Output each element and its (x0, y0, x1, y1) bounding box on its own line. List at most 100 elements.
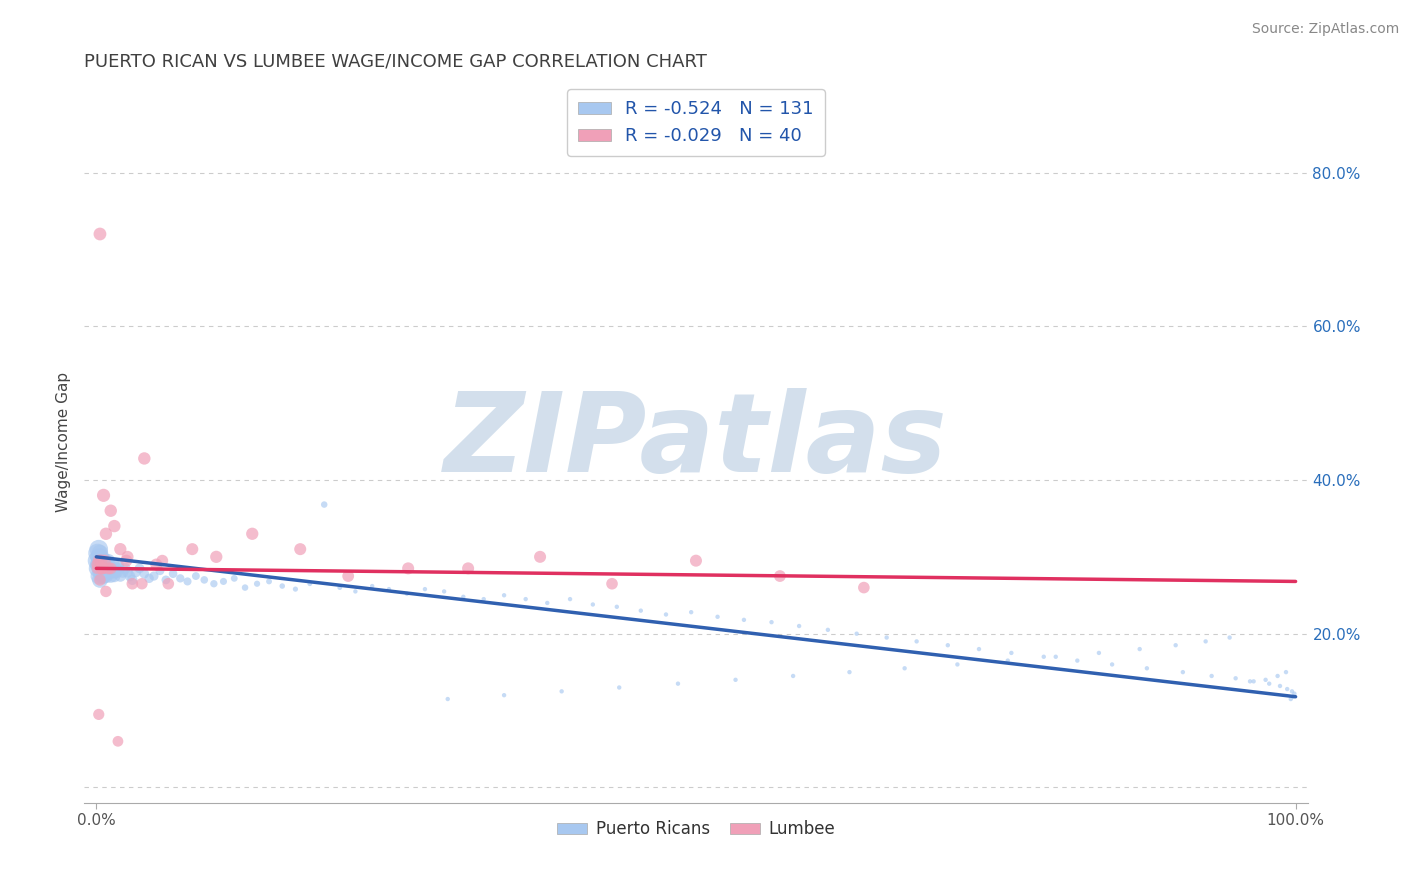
Point (761, 615, 783, 630)
Point (298, 576, 321, 591)
Point (1101, 657, 1123, 672)
Point (149, 564, 172, 578)
Point (90, 549, 112, 564)
Point (90, 554, 112, 568)
Point (101, 558, 124, 572)
Point (87, 542, 110, 557)
Point (655, 607, 678, 622)
Point (98, 565, 121, 579)
Point (93, 569, 115, 583)
Point (107, 734, 129, 748)
Point (1129, 642, 1152, 657)
Point (93, 558, 115, 572)
Point (86, 546, 108, 560)
Point (138, 571, 160, 585)
Point (90, 558, 112, 572)
Point (1045, 649, 1067, 664)
Text: PUERTO RICAN VS LUMBEE WAGE/INCOME GAP CORRELATION CHART: PUERTO RICAN VS LUMBEE WAGE/INCOME GAP C… (84, 53, 707, 70)
Point (1281, 684, 1303, 698)
Point (131, 576, 153, 591)
Point (905, 634, 928, 648)
Point (103, 565, 125, 579)
Point (436, 692, 458, 706)
Point (157, 576, 180, 591)
Point (838, 665, 860, 680)
Point (103, 569, 125, 583)
Point (89, 573, 111, 587)
Point (515, 592, 537, 607)
Point (290, 542, 312, 557)
Point (114, 561, 136, 575)
Point (100, 504, 122, 518)
Point (1239, 674, 1261, 689)
Point (413, 582, 436, 596)
Point (494, 588, 516, 602)
Point (93, 554, 117, 568)
Y-axis label: Wage/Income Gap: Wage/Income Gap (56, 371, 72, 512)
Point (93, 565, 117, 579)
Point (100, 561, 122, 575)
Point (115, 554, 138, 568)
Point (128, 561, 150, 575)
Point (184, 569, 207, 583)
Point (97, 554, 120, 568)
Point (457, 561, 479, 575)
Point (606, 599, 628, 614)
Text: ZIPatlas: ZIPatlas (444, 388, 948, 495)
Point (89, 554, 111, 568)
Point (117, 549, 139, 564)
Point (852, 581, 875, 595)
Point (89, 561, 111, 575)
Point (271, 579, 294, 593)
Point (782, 669, 804, 683)
Point (1282, 690, 1305, 704)
Point (1171, 665, 1194, 680)
Point (202, 576, 225, 591)
Point (86, 561, 108, 575)
Point (433, 584, 456, 599)
Point (155, 573, 177, 587)
Point (117, 565, 139, 579)
Point (494, 688, 516, 702)
Point (110, 542, 132, 557)
Point (91, 554, 114, 568)
Point (946, 657, 969, 672)
Point (1225, 671, 1247, 685)
Point (630, 604, 652, 618)
Text: Source: ZipAtlas.com: Source: ZipAtlas.com (1251, 22, 1399, 37)
Point (582, 598, 605, 612)
Point (97, 561, 120, 575)
Point (1201, 669, 1223, 683)
Point (121, 573, 143, 587)
Point (685, 554, 707, 568)
Point (967, 642, 990, 657)
Point (134, 566, 156, 581)
Point (118, 569, 141, 583)
Point (111, 565, 134, 579)
Point (529, 549, 551, 564)
Point (787, 619, 810, 633)
Point (1219, 631, 1241, 645)
Point (105, 565, 128, 579)
Point (86, 561, 108, 575)
Point (600, 576, 623, 591)
Point (86, 554, 108, 568)
Point (125, 565, 148, 579)
Point (1277, 681, 1299, 696)
Point (93, 554, 117, 568)
Point (205, 549, 228, 564)
Point (395, 587, 418, 601)
Point (706, 609, 728, 624)
Point (769, 569, 792, 583)
Point (997, 654, 1019, 668)
Point (91, 561, 114, 575)
Point (724, 673, 747, 687)
Point (87, 549, 110, 564)
Point (1164, 638, 1187, 652)
Point (86, 558, 108, 572)
Point (257, 574, 280, 589)
Point (240, 526, 263, 541)
Point (93, 561, 115, 575)
Point (314, 498, 336, 512)
Point (100, 569, 122, 583)
